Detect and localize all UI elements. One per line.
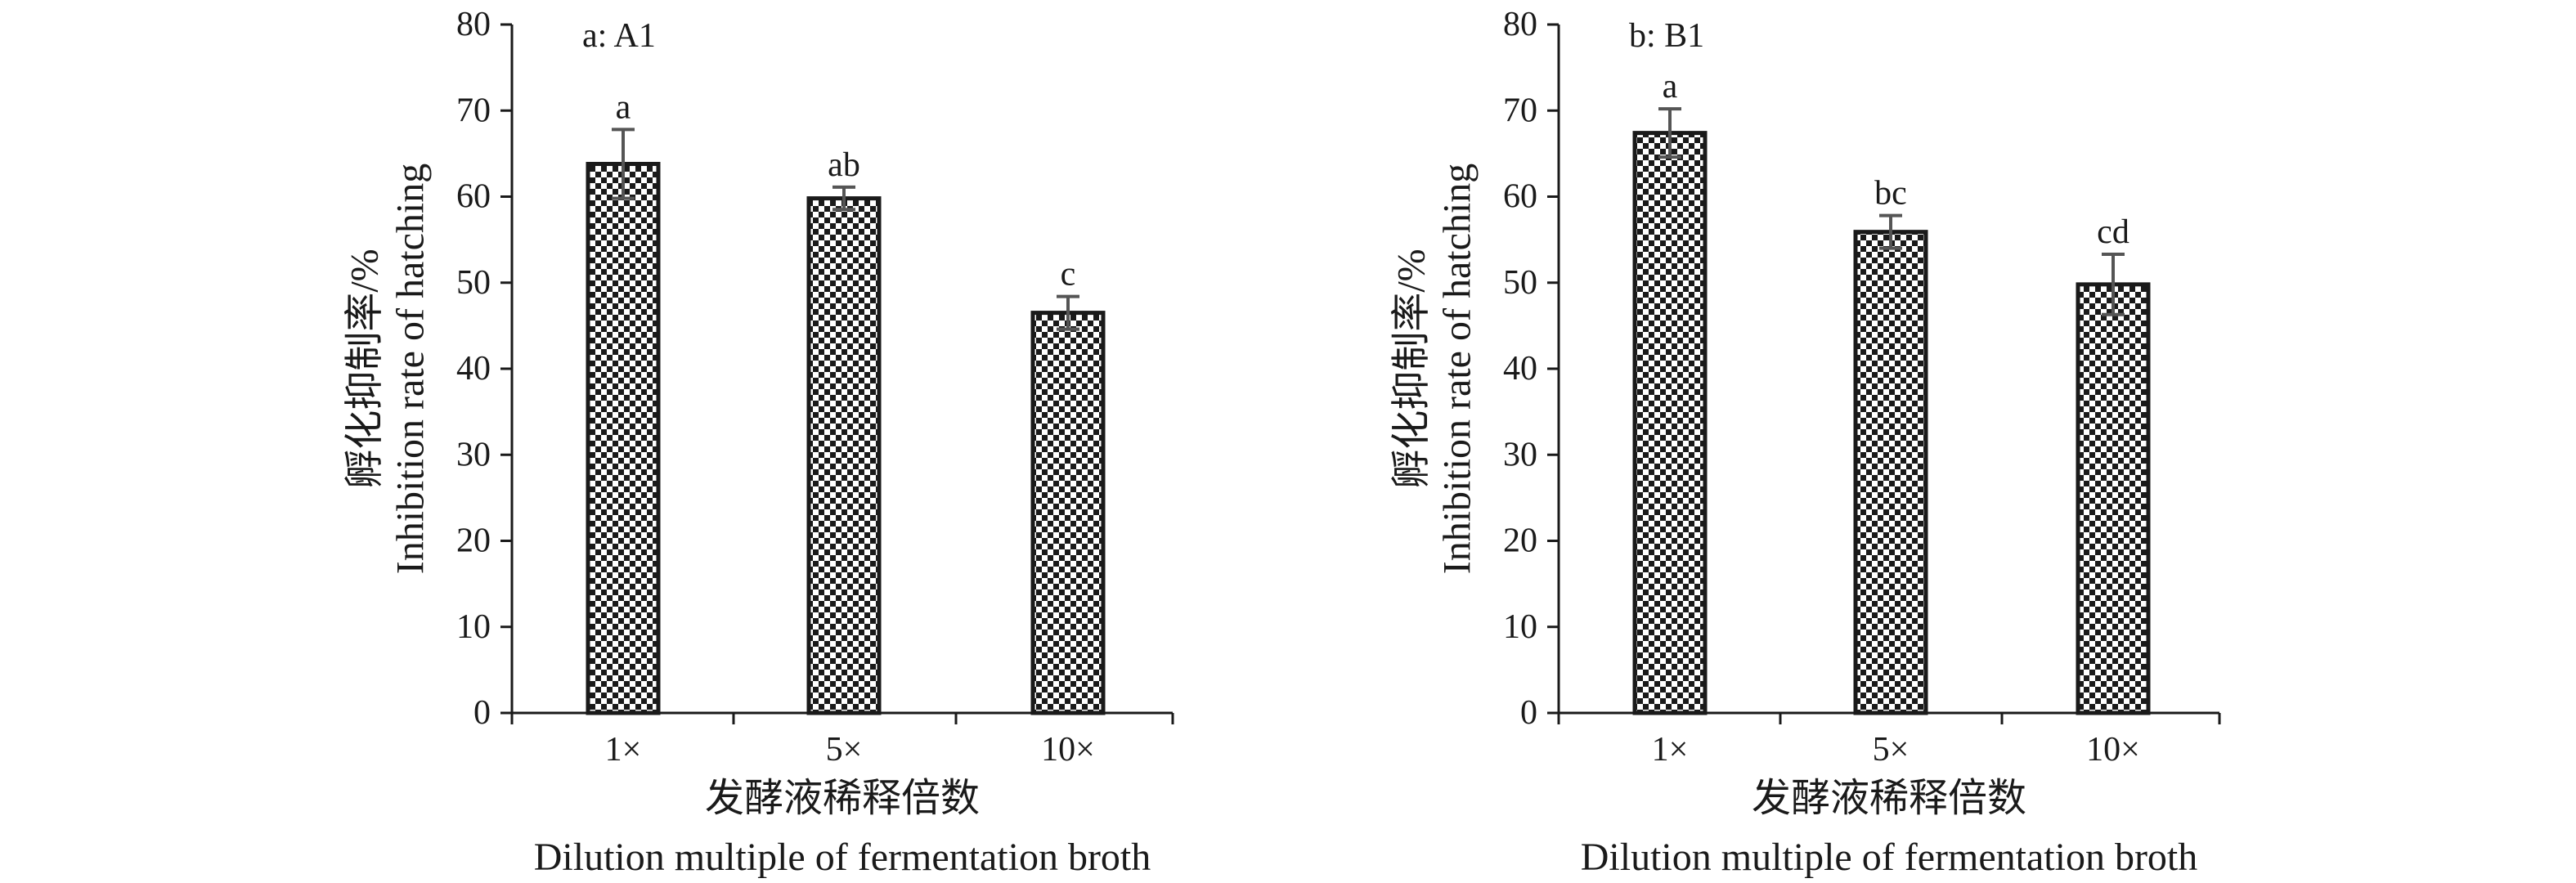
y-tick-label: 70 [1503, 92, 1537, 129]
chart-panel-a: 0 10 20 30 40 50 60 70 80 a 1× ab 5× c 10× a: A1 孵化抑制率/%… [343, 6, 1174, 879]
y-tick-label: 50 [1503, 264, 1537, 302]
significance-label: cd [2097, 213, 2129, 251]
y-tick-label: 80 [1503, 6, 1537, 43]
significance-label: c [1061, 256, 1076, 294]
bar [1030, 311, 1106, 715]
y-tick-label: 80 [456, 6, 491, 43]
x-axis-title-en: Dilution multiple of fermentation broth [534, 836, 1151, 879]
significance-label: a [616, 88, 631, 126]
y-tick-label: 70 [456, 92, 491, 129]
bar [2076, 282, 2151, 715]
y-axis-title-en: Inhibition rate of hatching [389, 164, 433, 575]
x-axis-title-en: Dilution multiple of fermentation broth [1581, 836, 2198, 879]
panel-title: b: B1 [1629, 17, 1704, 55]
bar [1632, 131, 1708, 715]
y-tick-label: 20 [1503, 522, 1537, 560]
y-tick-label: 10 [1503, 608, 1537, 646]
y-tick-label: 30 [1503, 436, 1537, 473]
y-tick-label: 60 [456, 178, 491, 216]
y-tick-label: 60 [1503, 178, 1537, 216]
y-tick-label: 0 [1520, 694, 1537, 732]
y-tick-label: 40 [456, 350, 491, 388]
x-tick-label: 5× [1873, 731, 1910, 769]
y-tick-label: 20 [456, 522, 491, 560]
panel-title: a: A1 [582, 17, 656, 55]
significance-label: a [1663, 68, 1678, 105]
significance-label: ab [828, 146, 860, 184]
bar [1853, 230, 1928, 715]
x-tick-label: 1× [605, 731, 642, 769]
x-axis-title-cn: 发酵液稀释倍数 [705, 777, 980, 820]
chart-panel-b: 0 10 20 30 40 50 60 70 80 a 1× bc 5× cd 10× b: B1 孵化抑制率/… [1390, 6, 2221, 879]
x-tick-label: 10× [2086, 731, 2140, 769]
y-axis-title-cn: 孵化抑制率/% [343, 249, 387, 488]
y-tick-label: 0 [473, 694, 491, 732]
y-tick-label: 10 [456, 608, 491, 646]
bar [586, 162, 661, 715]
significance-label: bc [1874, 175, 1907, 213]
bar [806, 196, 882, 715]
y-tick-label: 40 [1503, 350, 1537, 388]
x-tick-label: 5× [826, 731, 863, 769]
x-tick-label: 10× [1041, 731, 1095, 769]
x-axis-title-cn: 发酵液稀释倍数 [1752, 777, 2026, 820]
y-tick-label: 30 [456, 436, 491, 473]
y-axis-title-en: Inhibition rate of hatching [1436, 164, 1479, 575]
y-axis-title-cn: 孵化抑制率/% [1390, 249, 1434, 488]
y-tick-label: 50 [456, 264, 491, 302]
x-tick-label: 1× [1652, 731, 1689, 769]
